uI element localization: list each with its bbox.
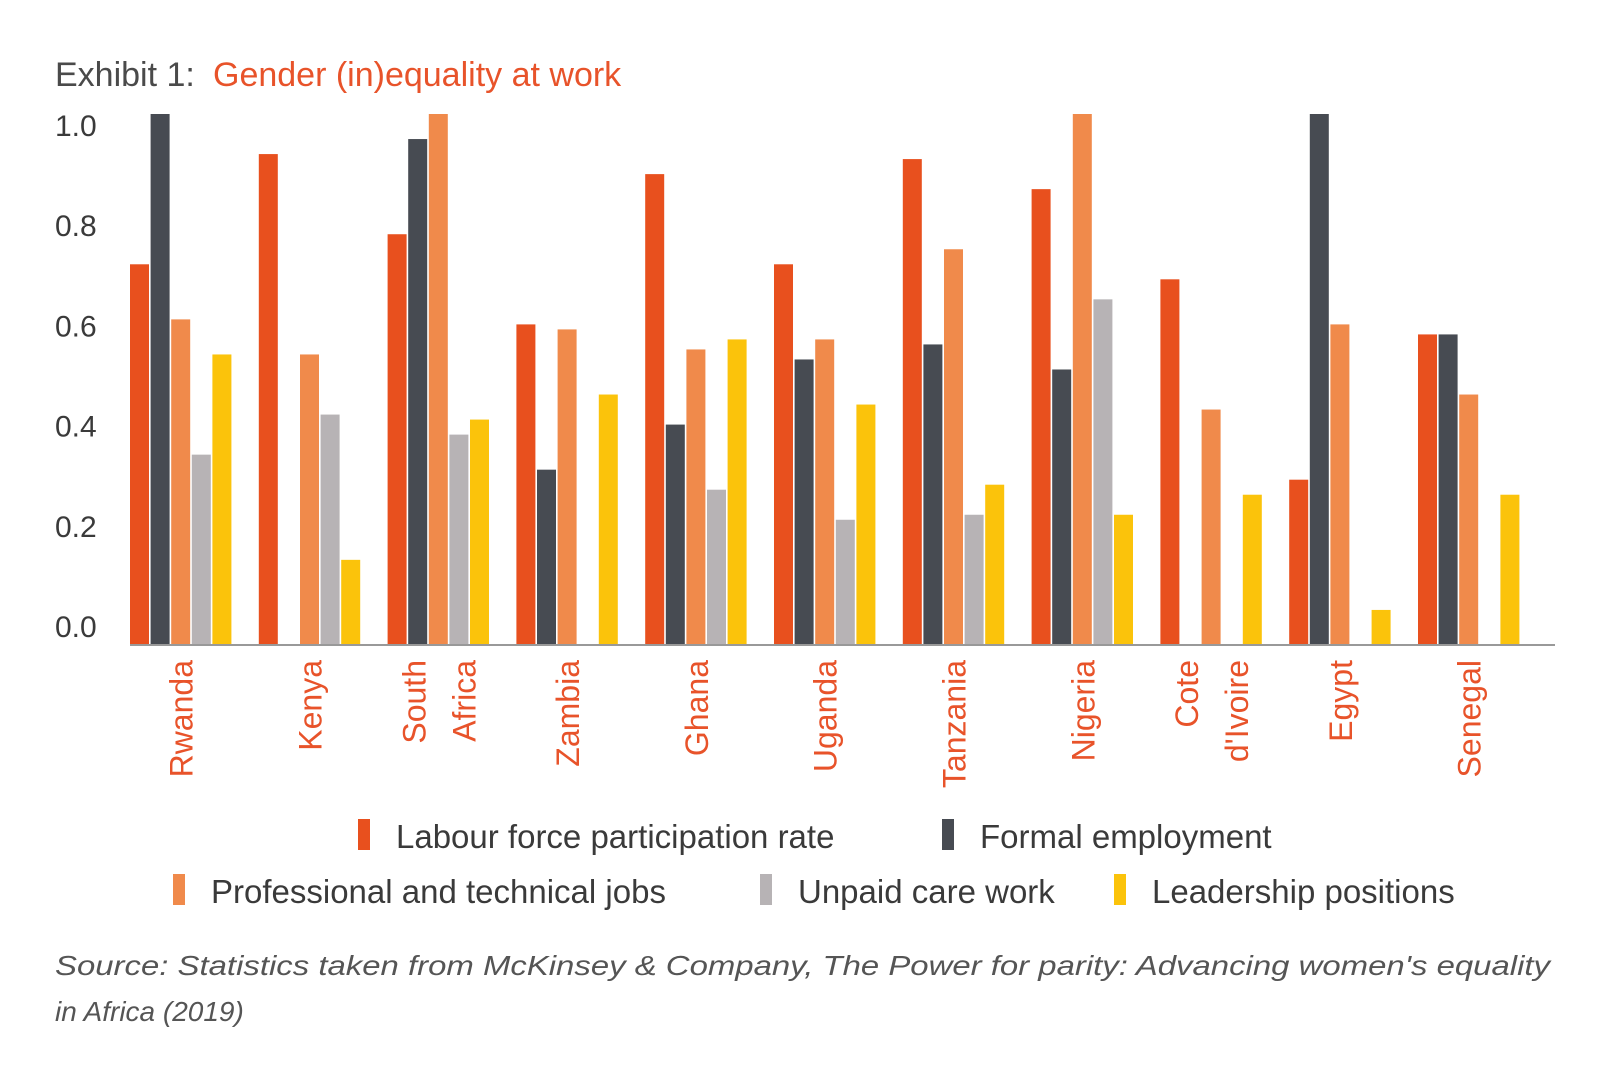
bar xyxy=(1418,334,1437,645)
bar xyxy=(557,329,577,645)
bar xyxy=(1309,114,1329,645)
bar xyxy=(387,234,407,645)
source-line-1: Source: Statistics taken from McKinsey &… xyxy=(55,950,1552,981)
bar xyxy=(1031,189,1051,645)
bar xyxy=(815,339,835,645)
bar xyxy=(1438,334,1458,645)
y-tick-label: 0.2 xyxy=(55,511,97,544)
bar xyxy=(1289,479,1309,645)
chart-title: Exhibit 1: Gender (in)equality at work xyxy=(55,56,622,94)
bar xyxy=(964,514,984,645)
legend-label: Labour force participation rate xyxy=(396,818,834,855)
x-tick-label: Ghana xyxy=(679,660,715,756)
legend-swatch xyxy=(942,819,954,850)
bar xyxy=(835,519,855,645)
bar xyxy=(1201,409,1221,645)
bar xyxy=(944,249,963,646)
bar xyxy=(1052,369,1072,645)
legend-swatch xyxy=(760,874,772,905)
legend-label: Formal employment xyxy=(980,818,1272,855)
bar xyxy=(1242,494,1262,645)
source-note: Source: Statistics taken from McKinsey &… xyxy=(55,950,1552,1027)
bar xyxy=(537,469,556,645)
y-tick-label: 0.6 xyxy=(55,310,97,343)
bar xyxy=(1114,514,1133,645)
y-tick-label: 1.0 xyxy=(55,110,97,143)
y-tick-label: 0.4 xyxy=(55,411,97,444)
bar xyxy=(856,404,876,645)
bar xyxy=(408,139,428,645)
bar xyxy=(1093,299,1113,645)
bar xyxy=(794,359,814,645)
bar xyxy=(212,354,232,645)
bar xyxy=(774,264,793,645)
x-tick-label: Senegal xyxy=(1452,660,1488,777)
bar xyxy=(130,264,149,645)
x-tick-label: Uganda xyxy=(808,660,844,772)
legend-swatch xyxy=(173,874,185,905)
bar xyxy=(902,159,922,645)
bar xyxy=(665,424,685,645)
chart-title-prefix: Exhibit 1: xyxy=(55,56,195,94)
bar xyxy=(686,349,706,645)
x-tick-label: South xyxy=(396,660,432,744)
bars-group xyxy=(130,114,1520,646)
bar xyxy=(320,414,340,645)
x-tick-label: Kenya xyxy=(293,660,329,751)
x-tick-label: Zambia xyxy=(550,660,586,767)
x-axis-labels: Rwanda Kenya South Africa Zambia Ghana Uganda T… xyxy=(164,660,1488,788)
bar xyxy=(707,489,726,645)
source-line-2: in Africa (2019) xyxy=(55,996,244,1027)
bar xyxy=(341,559,361,645)
legend-label: Unpaid care work xyxy=(798,873,1055,910)
bar xyxy=(598,394,618,645)
legend: Labour force participation rate Formal em… xyxy=(173,818,1455,910)
bar xyxy=(1371,609,1391,645)
bar xyxy=(150,114,170,645)
bar xyxy=(923,344,943,645)
x-tick-label: d'Ivoire xyxy=(1219,660,1255,762)
bar xyxy=(1330,324,1350,645)
chart-title-main: Gender (in)equality at work xyxy=(213,56,622,94)
x-tick-label: Nigeria xyxy=(1065,660,1101,762)
bar xyxy=(727,339,747,645)
y-tick-label: 0.8 xyxy=(55,210,97,243)
bar xyxy=(300,354,319,645)
bar xyxy=(428,114,448,645)
bar xyxy=(516,324,536,645)
bar xyxy=(1160,279,1180,645)
legend-swatch xyxy=(1114,874,1126,905)
bar xyxy=(985,484,1005,645)
bar xyxy=(191,454,211,645)
x-tick-label: Rwanda xyxy=(164,660,200,778)
bar xyxy=(258,154,278,645)
x-tick-label: Tanzania xyxy=(937,660,973,788)
x-tick-label: Cote xyxy=(1169,660,1205,728)
legend-swatch xyxy=(358,819,370,850)
y-axis-ticks: 0.0 0.2 0.4 0.6 0.8 1.0 xyxy=(55,110,97,644)
y-tick-label: 0.0 xyxy=(55,611,97,644)
x-tick-label: Africa xyxy=(446,660,482,742)
bar xyxy=(1072,114,1092,645)
bar xyxy=(1459,394,1479,645)
bar xyxy=(645,174,665,645)
bar xyxy=(171,319,191,645)
legend-label: Leadership positions xyxy=(1152,873,1455,910)
x-tick-label: Egypt xyxy=(1323,660,1359,742)
bar xyxy=(470,419,489,645)
bar xyxy=(1500,494,1520,645)
legend-label: Professional and technical jobs xyxy=(211,873,666,910)
bar xyxy=(449,434,469,645)
